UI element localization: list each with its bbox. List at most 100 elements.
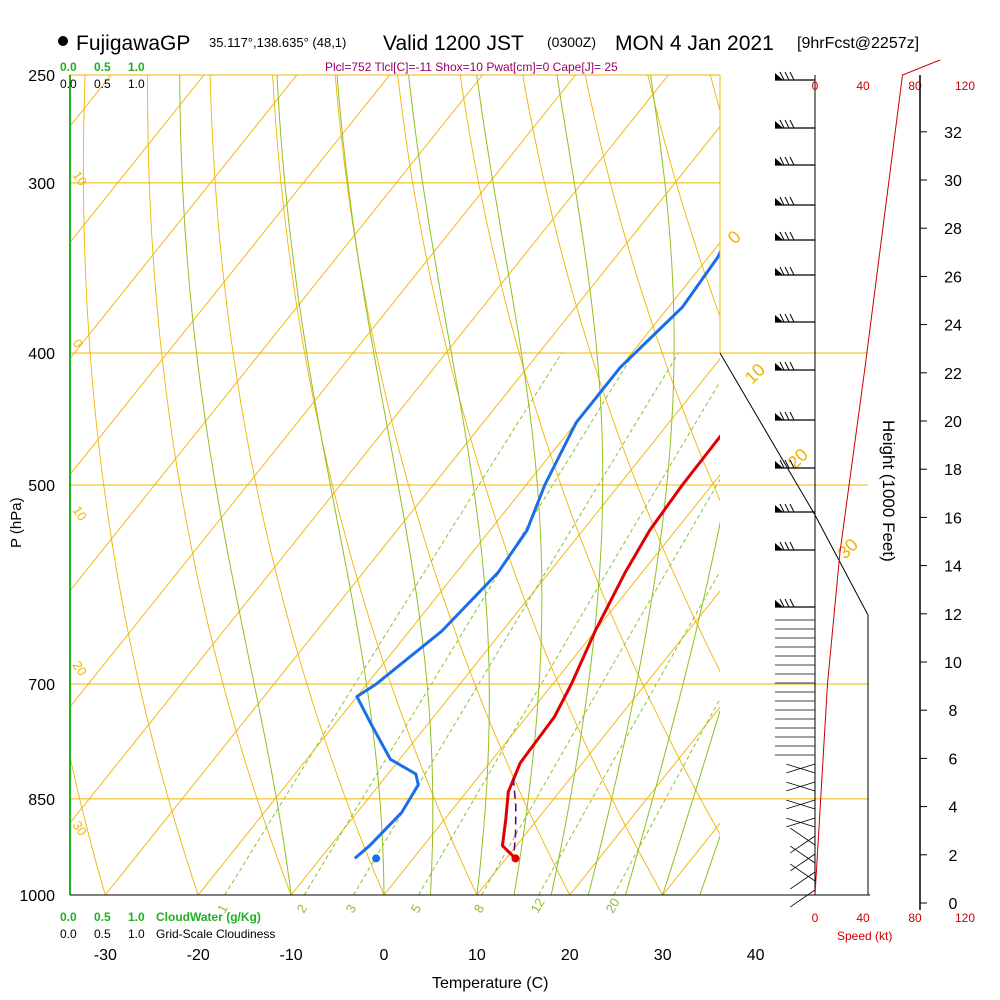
utc-time: (0300Z) bbox=[547, 34, 596, 50]
height-tick-label: 14 bbox=[944, 559, 962, 576]
cloudiness-bottom-tick: 0.0 bbox=[60, 927, 77, 941]
wind-barb-feather bbox=[784, 503, 790, 513]
speed-axis-label: Speed (kt) bbox=[837, 929, 892, 943]
wind-barb-feather bbox=[784, 156, 790, 166]
wind-barb-feather bbox=[784, 411, 790, 421]
speed-bottom-tick: 40 bbox=[856, 911, 870, 925]
dry-adiabat-line bbox=[584, 75, 720, 502]
wind-barb-feather bbox=[789, 196, 795, 206]
station-name: FujigawaGP bbox=[76, 32, 190, 55]
wind-barb-flag bbox=[775, 233, 783, 240]
speed-top-tick: 80 bbox=[908, 79, 922, 93]
stability-indices: Plcl=752 Tlcl[C]=-11 Shox=10 Pwat[cm]=0 … bbox=[325, 60, 618, 74]
mixing-ratio-line bbox=[224, 352, 563, 895]
cloudwater-top-tick: 1.0 bbox=[128, 60, 145, 74]
grid-layer bbox=[0, 75, 1000, 895]
wind-panel-boundary bbox=[719, 352, 869, 895]
isotherm-line bbox=[0, 75, 18, 895]
speed-bottom-tick: 0 bbox=[812, 911, 819, 925]
height-tick-label: 16 bbox=[944, 510, 962, 527]
wind-barb-flag bbox=[775, 121, 783, 128]
moist-adiabat-line bbox=[276, 75, 385, 895]
pressure-tick-label: 1000 bbox=[19, 888, 55, 905]
wind-barb-feather bbox=[779, 196, 785, 206]
wind-barb-feather bbox=[789, 503, 795, 513]
wind-barb-feather bbox=[784, 71, 790, 81]
cloudwater-top-tick: 0.0 bbox=[60, 60, 77, 74]
temperature-tick-label: 30 bbox=[654, 947, 672, 964]
wind-barb-flag bbox=[775, 73, 783, 80]
pressure-tick-label: 500 bbox=[28, 478, 55, 495]
temperature-tick-label: 20 bbox=[561, 947, 579, 964]
cloudiness-top-tick: 0.0 bbox=[60, 77, 77, 91]
wind-barb-feather bbox=[784, 361, 790, 371]
wind-barb-flag bbox=[775, 158, 783, 165]
wind-barb-feather bbox=[789, 71, 795, 81]
wind-barb-feather bbox=[784, 313, 790, 323]
wind-barb-feather bbox=[789, 231, 795, 241]
wind-barb-feather bbox=[779, 313, 785, 323]
wind-barb-feather bbox=[779, 119, 785, 129]
temperature-tick-label: 40 bbox=[747, 947, 765, 964]
station-marker-icon bbox=[58, 36, 68, 46]
wind-barb-feather bbox=[779, 156, 785, 166]
x-axis-label: Temperature (C) bbox=[432, 975, 548, 992]
isotherm-label-right: 0 bbox=[724, 227, 745, 248]
wind-barb-flag bbox=[775, 268, 783, 275]
pressure-tick-label: 850 bbox=[28, 792, 55, 809]
forecast-info: [9hrFcst@2257z] bbox=[797, 35, 919, 52]
mixing-ratio-label: 3 bbox=[343, 902, 360, 916]
wind-barb-feather bbox=[779, 541, 785, 551]
dry-adiabat-line bbox=[459, 75, 720, 836]
wind-barb-feather bbox=[789, 541, 795, 551]
isotherm-label-left: 30 bbox=[70, 818, 91, 838]
isotherm-line bbox=[70, 75, 391, 476]
isotherm-line bbox=[941, 75, 1000, 895]
mixing-ratio-line bbox=[613, 697, 720, 895]
dry-adiabat-line bbox=[70, 754, 106, 895]
mixing-ratio-line bbox=[481, 478, 720, 895]
height-tick-label: 32 bbox=[944, 125, 962, 142]
wind-barb-feather bbox=[789, 459, 795, 469]
isotherm-line bbox=[476, 590, 720, 895]
wind-barb-feather bbox=[789, 411, 795, 421]
wind-barb-feather bbox=[779, 503, 785, 513]
wind-barb-feather bbox=[779, 71, 785, 81]
height-tick-label: 2 bbox=[949, 848, 958, 865]
valid-time: Valid 1200 JST bbox=[383, 32, 524, 55]
dry-adiabat-line bbox=[960, 75, 1000, 895]
height-tick-label: 12 bbox=[944, 607, 962, 624]
y-axis-label: P (hPa) bbox=[8, 497, 25, 548]
wind-barb-feather bbox=[784, 119, 790, 129]
speed-profile-line bbox=[814, 59, 941, 896]
wind-barb-feather bbox=[784, 541, 790, 551]
temperature-line bbox=[500, 434, 720, 860]
moist-adiabat-line bbox=[408, 75, 490, 895]
surface-dewpoint-point bbox=[372, 854, 381, 863]
dry-adiabat-line bbox=[647, 75, 720, 318]
mixing-ratio-label: 12 bbox=[527, 895, 547, 915]
height-tick-label: 24 bbox=[944, 318, 962, 335]
wind-barb-low bbox=[786, 781, 816, 792]
pressure-tick-label: 250 bbox=[28, 68, 55, 85]
wind-barb-feather bbox=[789, 361, 795, 371]
wind-barb-low bbox=[790, 845, 816, 864]
temperature-tick-label: -10 bbox=[280, 947, 303, 964]
isotherm-line bbox=[70, 75, 205, 244]
temperature-tick-label: 0 bbox=[380, 947, 389, 964]
wind-barb-flag bbox=[775, 315, 783, 322]
wind-barb-feather bbox=[789, 156, 795, 166]
cloudwater-top-tick: 0.5 bbox=[94, 60, 111, 74]
dry-adiabat-line bbox=[147, 75, 292, 895]
pressure-tick-label: 400 bbox=[28, 346, 55, 363]
speed-top-tick: 0 bbox=[812, 79, 819, 93]
wind-barb-feather bbox=[779, 266, 785, 276]
temperature-tick-label: 10 bbox=[468, 947, 486, 964]
speed-bottom-tick: 80 bbox=[908, 911, 922, 925]
height-tick-label: 10 bbox=[944, 655, 962, 672]
wind-barb-flag bbox=[775, 543, 783, 550]
wind-barb-flag bbox=[775, 600, 783, 607]
height-tick-label: 0 bbox=[949, 896, 958, 913]
wind-barb-low bbox=[786, 799, 816, 810]
